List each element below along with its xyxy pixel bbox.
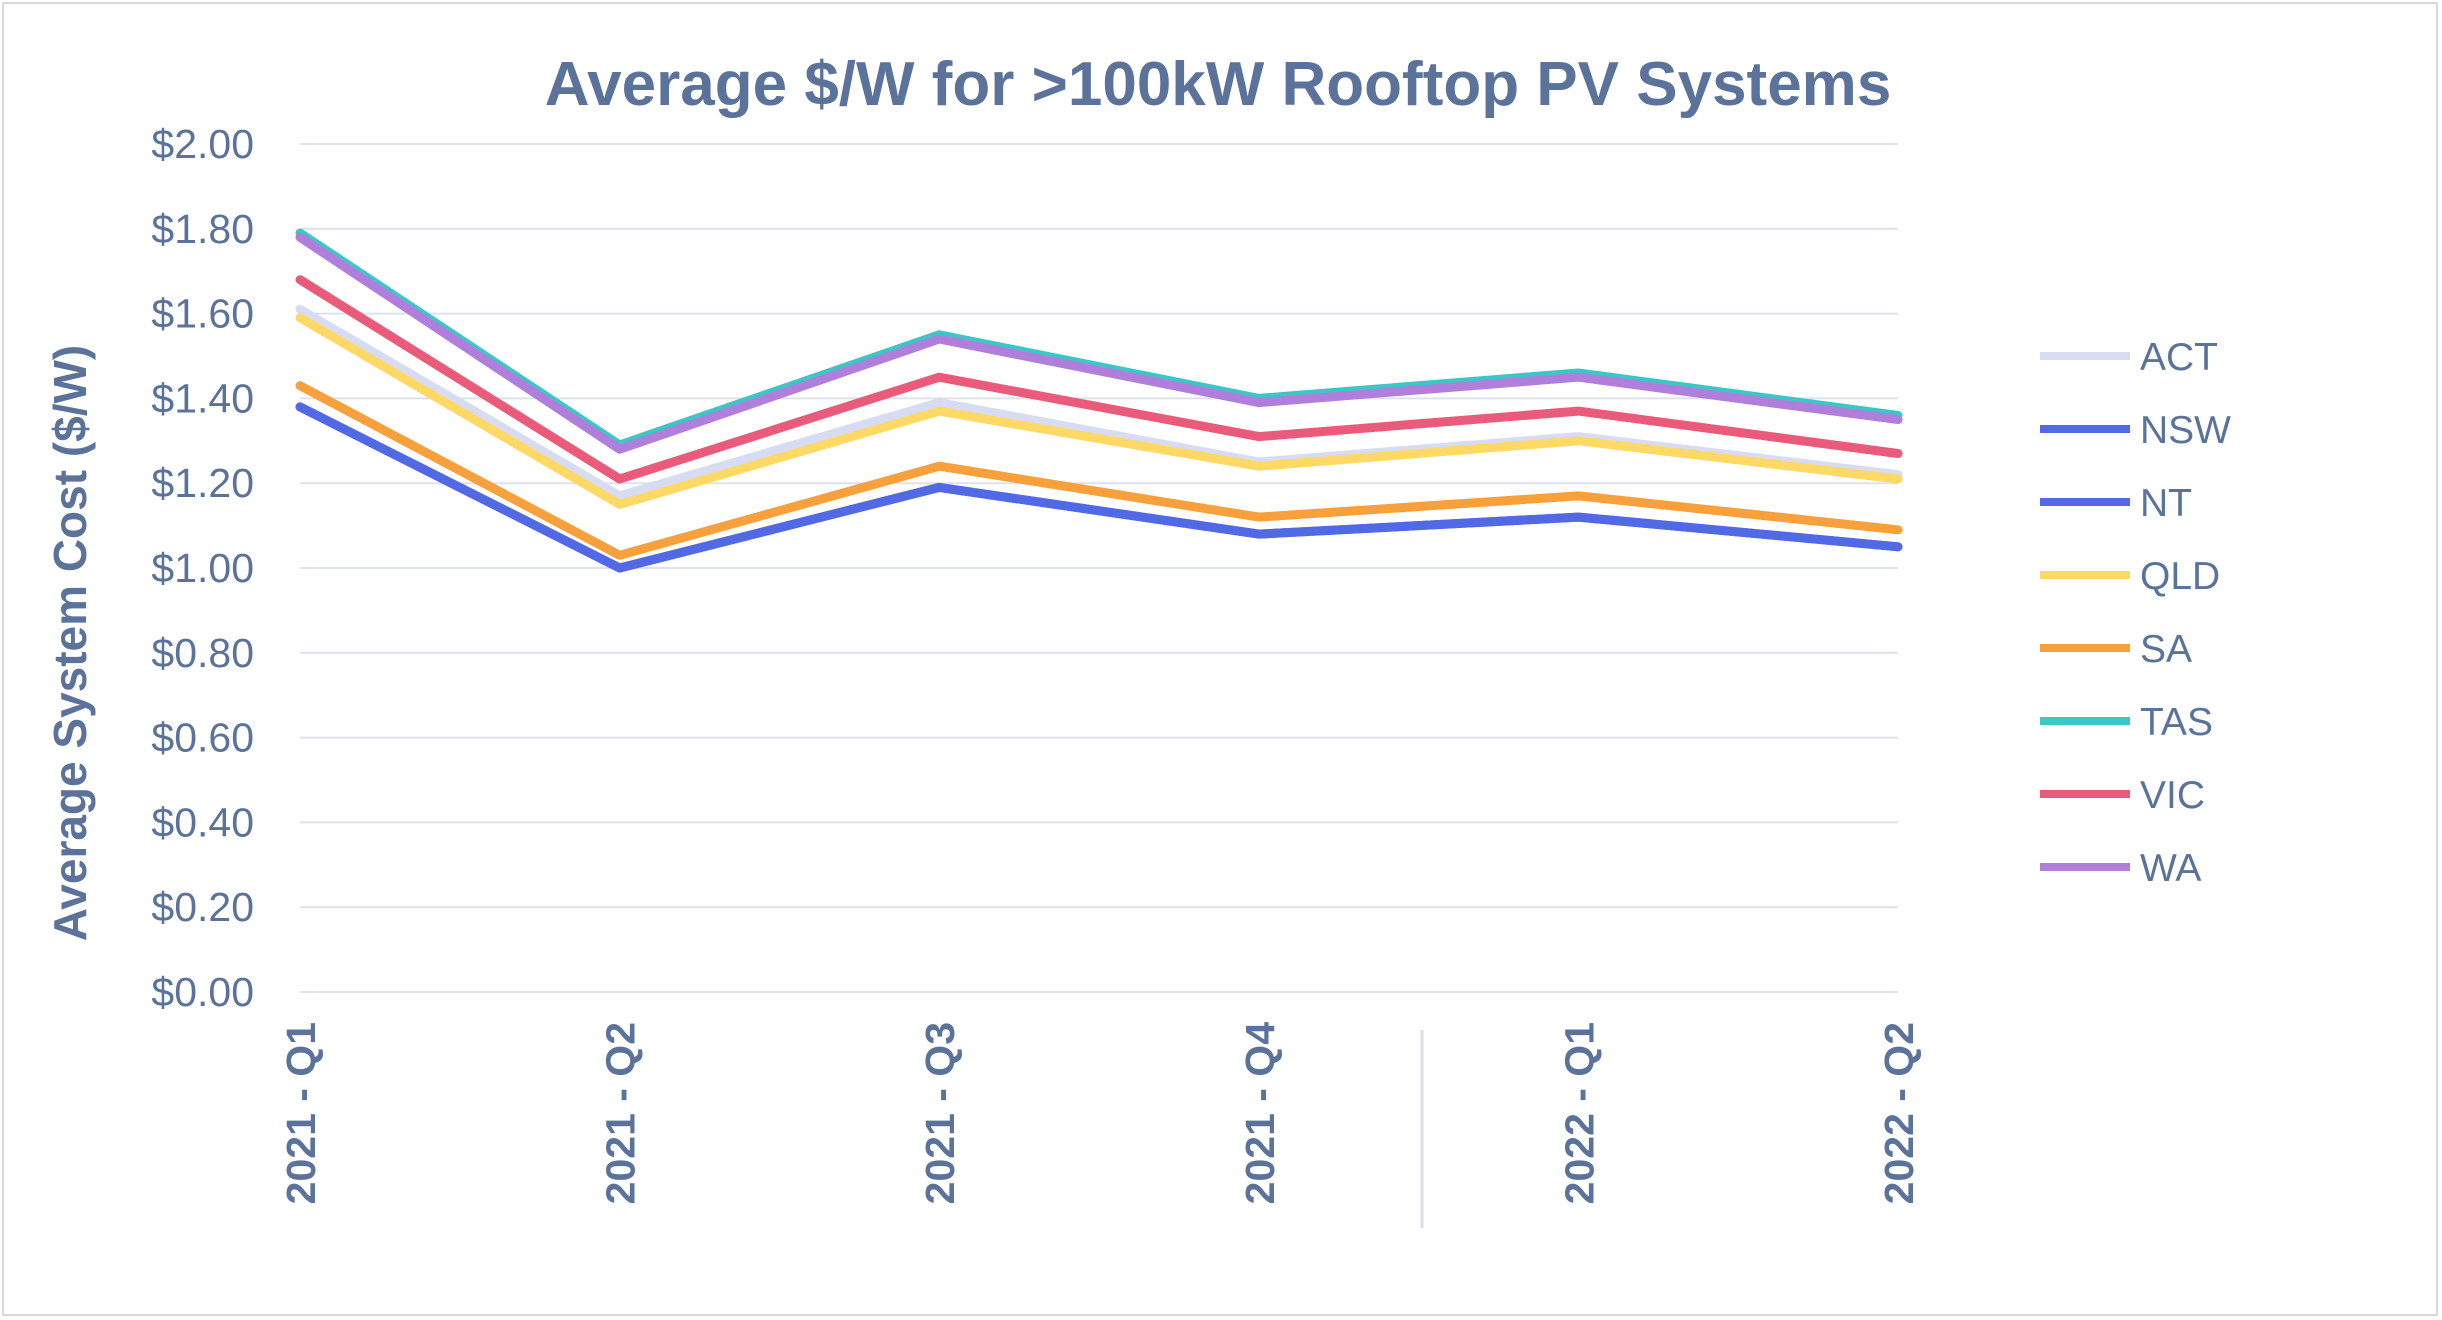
y-tick-label: $1.20 [151,460,254,506]
y-axis-ticks: $0.00 $0.20 $0.40 $0.60 $0.80 $1.00 $1.20 $1.40… [151,121,254,1015]
legend-label: WA [2140,847,2201,890]
series-line-qld [295,313,1903,509]
y-tick-label: $1.40 [151,375,254,421]
y-axis-label: Average System Cost ($/W) [44,345,96,941]
x-tick-label: 2021 - Q3 [917,1022,963,1204]
y-tick-label: $0.60 [151,715,254,761]
legend-label: NT [2140,482,2192,525]
y-tick-label: $0.20 [151,884,254,930]
y-tick-label: $1.00 [151,545,254,591]
gridlines [300,143,1898,993]
y-tick-label: $0.40 [151,799,254,845]
legend-label: SA [2140,628,2192,671]
y-tick-label: $1.80 [151,206,254,252]
series-line-sa [295,381,1903,560]
y-tick-label: $0.00 [151,969,254,1015]
chart-title: Average $/W for >100kW Rooftop PV System… [545,50,1892,119]
y-tick-label: $2.00 [151,121,254,167]
x-tick-label: 2021 - Q2 [598,1022,644,1204]
legend-label: ACT [2140,336,2218,379]
y-tick-label: $0.80 [151,630,254,676]
legend: ACT NSW NT QLD SA TAS VIC WA [2040,336,2231,890]
series-line-wa [295,232,1903,454]
x-tick-label: 2022 - Q1 [1556,1022,1602,1204]
x-tick-label: 2022 - Q2 [1876,1022,1922,1204]
legend-label: VIC [2140,774,2205,817]
series-line-vic [295,275,1903,484]
series-line-tas [295,228,1903,450]
legend-label: TAS [2140,701,2213,744]
x-axis-ticks: 2021 - Q1 2021 - Q2 2021 - Q3 2021 - Q4 2022… [278,1022,1922,1205]
series-lines [295,228,1903,573]
y-tick-label: $1.60 [151,291,254,337]
x-tick-label: 2021 - Q1 [278,1022,324,1204]
series-line-nt [295,402,1903,573]
x-tick-label: 2021 - Q4 [1237,1022,1283,1205]
legend-label: NSW [2140,409,2231,452]
legend-label: QLD [2140,555,2220,598]
